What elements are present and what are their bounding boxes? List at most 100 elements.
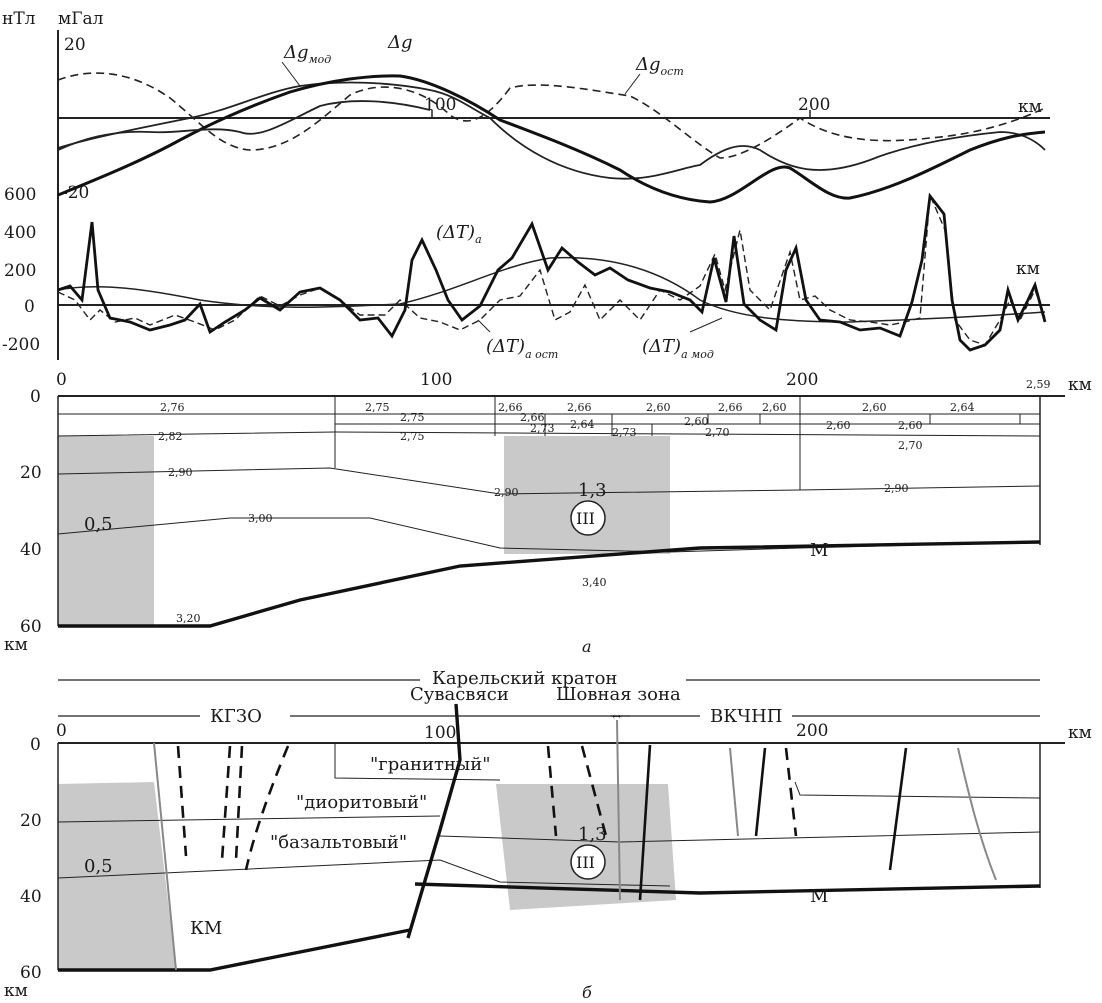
b-dashed-fault-2 <box>220 745 232 861</box>
curve-dt-mod <box>57 256 1046 323</box>
b-fault-black-650 <box>638 744 652 901</box>
b-km-right: км <box>1068 723 1092 743</box>
b-x-tick-100: 100 <box>424 723 456 743</box>
b-km-zone: КМ <box>190 918 222 939</box>
a-d-260b: 2,60 <box>762 401 787 414</box>
a-block-left <box>58 436 154 626</box>
km-label-mag: км <box>1016 259 1040 279</box>
b-shovnaya-fault <box>616 719 621 901</box>
b-suvasvyasi-fault <box>406 703 462 939</box>
b-vkchnp: ВКЧНП <box>710 706 782 727</box>
a-d-260e: 2,60 <box>898 419 923 432</box>
leader-dg-ost <box>624 73 641 95</box>
b-dashed-fault-7 <box>784 747 798 837</box>
b-roman-circle <box>570 844 606 880</box>
unit-mgal: мГал <box>58 9 104 29</box>
mag-tick-600: 600 <box>4 185 36 205</box>
a-d-264a: 2,64 <box>570 418 595 431</box>
leader-dt-mod <box>689 317 723 333</box>
b-granite: "гранитный" <box>370 754 491 775</box>
b-lower-bound <box>57 859 671 887</box>
a-depth-40: 40 <box>20 540 42 560</box>
tick-200-top: 200 <box>798 95 830 115</box>
b-kgzo: КГЗО <box>210 706 262 727</box>
b-block-left <box>58 782 176 970</box>
a-val-13: 1,3 <box>578 480 607 501</box>
b-depth-20: 20 <box>20 811 42 831</box>
b-x-tick-0: 0 <box>56 721 67 741</box>
a-d-320: 3,20 <box>176 612 201 625</box>
a-d-260d: 2,60 <box>862 401 887 414</box>
a-d-266c: 2,66 <box>567 401 592 414</box>
b-fault-gray-left <box>153 742 177 971</box>
a-roman-circle <box>570 500 606 536</box>
gravity-panel: нТл мГал 20 100 200 км -20 Δg Δgмод Δgос… <box>2 9 1050 360</box>
b-moho-left <box>58 928 411 972</box>
label-dt-a: (ΔT)а <box>436 222 482 246</box>
curve-dg-mod <box>57 81 1046 180</box>
label-dt-ost: (ΔT)а ост <box>486 336 558 361</box>
tick-100-top: 100 <box>424 95 456 115</box>
a-d-266d: 2,66 <box>718 401 743 414</box>
a-layer-4 <box>57 467 1041 495</box>
b-craton-label-bg <box>420 667 686 689</box>
leader-dt-ost <box>477 319 491 333</box>
magnetic-panel: 600 400 200 0 -200 км (ΔT)а (ΔT)а ост (Δ… <box>2 185 1050 361</box>
a-depth-20: 20 <box>20 463 42 483</box>
label-dt-mod: (ΔT)а мод <box>642 336 714 361</box>
a-panel-letter: а <box>582 637 592 656</box>
a-d-266b: 2,66 <box>520 411 545 424</box>
b-dashed-fault-6 <box>580 745 608 837</box>
b-dashed-fault-5 <box>546 745 558 837</box>
b-km-bottom: км <box>4 981 28 1001</box>
a-moho <box>58 540 1041 628</box>
a-km-bottom: км <box>4 635 28 655</box>
b-shovnaya: Шовная зона <box>556 684 681 705</box>
a-x-tick-0: 0 <box>56 370 67 390</box>
b-suvasvyasi: Сувасвяси <box>410 684 509 705</box>
a-moho-label: М <box>810 540 828 561</box>
b-dashed-fault-4 <box>244 745 290 871</box>
b-moho-label: М <box>810 886 828 907</box>
a-d-270a: 2,70 <box>705 426 730 439</box>
b-panel-letter: б <box>582 983 592 1002</box>
b-craton: Карельский кратон <box>432 668 617 689</box>
b-depth-0: 0 <box>30 735 41 755</box>
b-moho-right <box>414 882 1041 895</box>
curve-dg-ost <box>57 72 1046 159</box>
a-d-290a: 2,90 <box>168 466 193 479</box>
b-arrow-glyph: ↔ <box>612 710 621 723</box>
curve-dt-a <box>57 192 1047 352</box>
density-section-a: 0 100 200 км 0 20 40 60 км 2,76 2,75 <box>4 370 1092 656</box>
unit-ntl: нТл <box>2 9 36 29</box>
a-d-266e: 2,60 <box>826 419 851 432</box>
label-dg-mod: Δgмод <box>283 42 331 66</box>
b-dashed-fault-3 <box>234 745 244 861</box>
b-val-05: 0,5 <box>84 856 113 877</box>
a-km-right: км <box>1068 375 1092 395</box>
b-fault-black-906 <box>888 747 908 871</box>
mag-tick-200: 200 <box>4 261 36 281</box>
b-depth-40: 40 <box>20 887 42 907</box>
a-depth-60: 60 <box>20 617 42 637</box>
a-layer-5 <box>57 517 1041 553</box>
a-d-275b: 2,75 <box>400 411 425 424</box>
mag-tick-0: 0 <box>24 297 35 317</box>
tick-plus20: 20 <box>64 35 86 55</box>
a-x-tick-200: 200 <box>786 370 818 390</box>
b-diorite: "диоритовый" <box>296 792 427 813</box>
a-d-260a: 2,60 <box>646 401 671 414</box>
b-depth-60: 60 <box>20 963 42 983</box>
a-roman-iii: III <box>576 509 595 528</box>
a-d-260c: 2,60 <box>684 415 709 428</box>
curve-dt-ost <box>57 194 1046 346</box>
curve-dg-left <box>57 100 431 151</box>
b-fault-black-765 <box>754 747 767 837</box>
b-kgzo-bg <box>200 706 290 726</box>
b-dashed-fault-1 <box>176 745 188 857</box>
leader-dg-mod <box>281 61 301 87</box>
a-d-259: 2,59 <box>1026 378 1051 391</box>
a-d-273a: 2,73 <box>530 422 555 435</box>
b-vkchnp-bg <box>700 706 792 726</box>
